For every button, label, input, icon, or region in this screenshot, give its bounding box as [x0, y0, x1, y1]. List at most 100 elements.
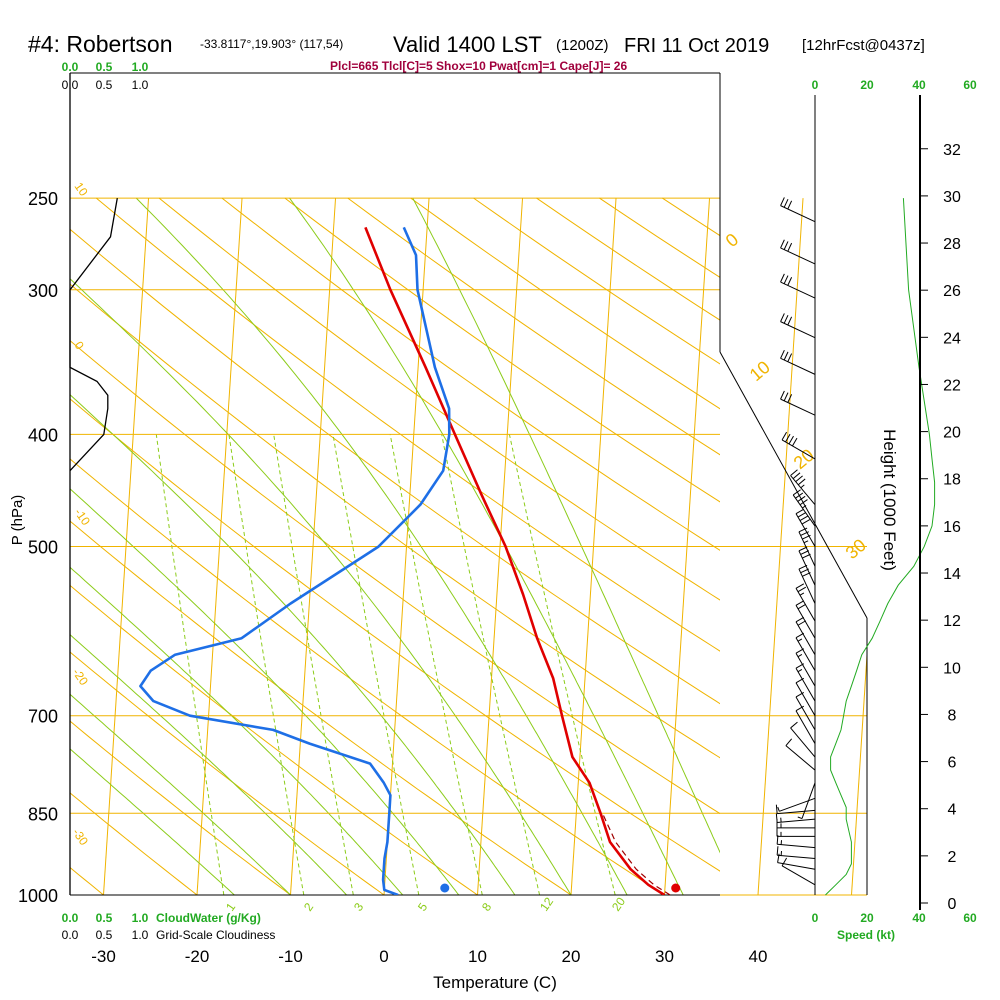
barb-shaft [795, 621, 816, 655]
wind-speed-profile [825, 198, 936, 896]
surface-dewpoint-dot [440, 883, 450, 893]
wind-barb [780, 313, 816, 339]
isotherm-label: 10 [746, 357, 774, 385]
barb-feather [798, 527, 808, 533]
mixing-ratio-label: 12 [537, 894, 556, 913]
cloudiness-tick-bottom: 0.0 [62, 928, 79, 942]
barb-shaft [780, 247, 816, 265]
valid-zulu: (1200Z) [556, 37, 609, 54]
wind-barb [797, 782, 816, 820]
cloudwater-tick-top: 0.5 [96, 60, 113, 74]
wind-barb [790, 469, 816, 505]
speed-tick-bottom: 0 [812, 911, 819, 925]
mixing-ratio-line [155, 434, 225, 895]
height-tick-label: 28 [943, 236, 961, 253]
cloudiness-tick-top: 1.0 [132, 78, 149, 92]
pressure-tick-label: 400 [28, 425, 58, 445]
barb-shaft [780, 205, 816, 223]
height-tick-label: 30 [943, 189, 961, 206]
height-tick-label: 20 [943, 425, 961, 442]
height-tick-label: 14 [943, 566, 961, 583]
wind-barb [776, 846, 816, 860]
dry-adiabat-line [70, 792, 198, 895]
mixing-ratio-label: 5 [415, 900, 430, 914]
height-tick-label: 24 [943, 330, 961, 347]
mixing-ratio-label: 20 [609, 894, 628, 913]
temperature-tick-label: 40 [749, 947, 768, 966]
wind-barb [780, 273, 816, 299]
barb-half-feather [797, 638, 803, 642]
height-tick-label: 32 [943, 142, 961, 159]
moist-adiabat-line [289, 197, 684, 895]
cloudiness-tick-top: 0.0 [62, 78, 79, 92]
station-title: #4: Robertson [28, 31, 172, 57]
barb-feather [799, 499, 808, 506]
speed-tick-bottom: 60 [963, 911, 977, 925]
wind-barb [785, 738, 816, 771]
height-tick-label: 22 [943, 377, 961, 394]
dry-adiabat-line [851, 198, 1000, 895]
height-tick-label: 26 [943, 283, 961, 300]
pressure-tick-label: 250 [28, 189, 58, 209]
barb-feather [785, 738, 793, 746]
speed-tick-top: 0 [812, 78, 819, 92]
temperature-tick-label: 20 [562, 947, 581, 966]
barb-feather [780, 390, 785, 400]
barb-feather [797, 495, 806, 502]
cloudiness-line [69, 197, 118, 472]
dry-adiabat-line [70, 228, 720, 705]
pressure-axis-title: P (hPa) [9, 495, 26, 546]
barb-shaft [780, 321, 816, 339]
pressure-tick-labels: 1000 850 700 500 400 300 250 [18, 189, 58, 906]
speed-tick-top: 40 [912, 78, 926, 92]
cloudwater-tick-bottom: 0.5 [96, 911, 113, 925]
wind-barb [776, 827, 815, 837]
mixing-ratio-line [228, 434, 305, 895]
barb-shaft [795, 710, 816, 744]
barb-feather [775, 804, 778, 814]
barb-feather [783, 351, 789, 361]
barb-feather [788, 435, 794, 445]
barb-feather [795, 492, 804, 499]
dry-adiabat-label: 0 [72, 339, 87, 353]
moist-adiabat-line [70, 693, 291, 895]
barb-shaft [798, 550, 816, 586]
wind-barb [780, 390, 816, 416]
wind-speed-line [825, 198, 936, 896]
barb-shaft [792, 494, 816, 527]
barb-feather [775, 813, 778, 823]
barb-feather [783, 275, 789, 284]
barb-feather [780, 239, 785, 249]
barb-feather [790, 469, 798, 476]
height-tick-label: 0 [948, 896, 957, 913]
surface-temperature-dot [671, 883, 681, 893]
surface-points [440, 883, 681, 893]
barb-shaft [795, 588, 816, 622]
barb-feather [795, 475, 803, 483]
barb-feather [797, 586, 807, 593]
barb-feather [792, 472, 801, 479]
barb-feather [785, 433, 791, 443]
barb-feather [792, 437, 798, 447]
height-axis-title: Height (1000 Feet) [880, 429, 899, 571]
cloudiness-profile [69, 197, 118, 472]
mixing-ratio-line [273, 434, 354, 895]
temperature-tick-label: 10 [468, 947, 487, 966]
temperature-tick-labels: -30 -20 -10 0 10 20 30 40 [91, 947, 767, 966]
barb-feather [783, 198, 789, 208]
isotherm-line [851, 647, 867, 895]
dry-adiabat-line [70, 458, 665, 895]
barb-feather [797, 512, 807, 518]
dry-adiabat-line [70, 584, 478, 895]
barb-feather [797, 603, 807, 610]
barb-feather [780, 273, 785, 283]
mixing-ratio-label: 8 [479, 900, 494, 914]
barb-shaft [795, 513, 816, 547]
dry-adiabat-line [221, 197, 720, 551]
wind-barb [781, 857, 816, 886]
cloud-scale-ticks: 0.0 0.0 0.5 0.5 1.0 1.0 0.0 0.0 0.5 0.5 1.0 1.0 [62, 60, 149, 942]
cloudwater-tick-top: 0.0 [62, 60, 79, 74]
barb-shaft [795, 696, 816, 731]
cloudiness-tick-top: 0.5 [96, 78, 113, 92]
